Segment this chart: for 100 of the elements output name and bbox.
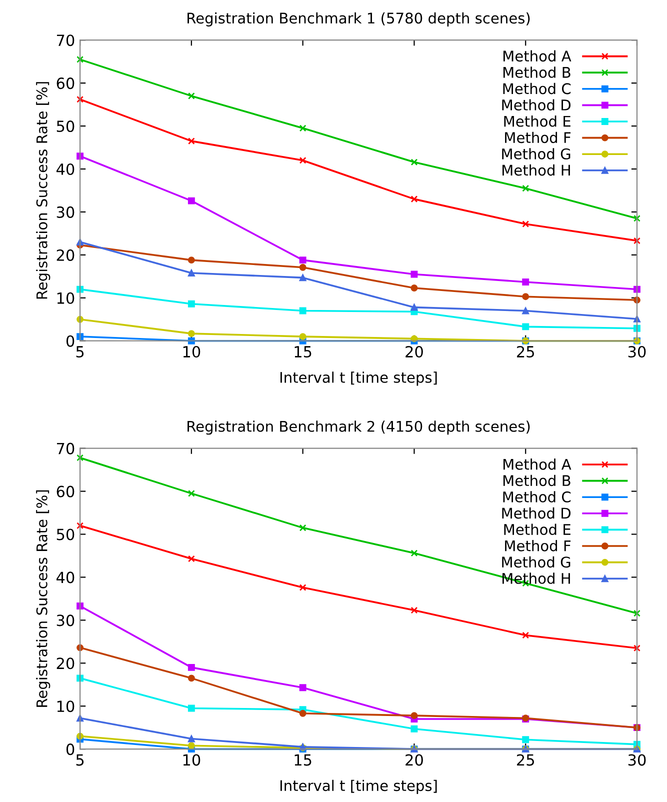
point — [76, 96, 84, 103]
point — [410, 196, 418, 203]
x-tick-label: 20 — [406, 346, 423, 358]
point — [410, 725, 418, 732]
point — [299, 524, 306, 532]
chart-title: Registration Benchmark 2 (4150 depth scenes) — [188, 420, 530, 435]
legend-label: Method F — [505, 132, 571, 144]
x-tick-label: 5 — [76, 754, 84, 766]
y-tick-label: 70 — [56, 34, 74, 46]
point — [76, 152, 84, 160]
point — [299, 264, 306, 271]
point — [188, 704, 195, 712]
point — [188, 330, 195, 338]
point — [634, 644, 640, 652]
point — [188, 92, 195, 100]
x-tick-label: 25 — [516, 346, 534, 358]
y-tick-label: 0 — [66, 335, 74, 347]
point — [188, 735, 195, 742]
y-tick-label: 60 — [56, 486, 74, 498]
point — [299, 584, 306, 591]
point — [299, 256, 306, 264]
point — [76, 674, 84, 682]
point — [76, 522, 84, 530]
y-tick-label: 20 — [56, 249, 74, 261]
legend-label: Method D — [502, 99, 570, 110]
y-tick-label: 30 — [56, 614, 74, 626]
point — [634, 237, 640, 244]
y-tick-label: 10 — [57, 700, 74, 712]
point — [522, 307, 530, 314]
point — [410, 304, 418, 311]
point — [76, 286, 84, 293]
point — [76, 602, 84, 610]
y-tick-label: 0 — [66, 744, 74, 756]
point — [410, 270, 418, 278]
chart-title: Registration Benchmark 1 (5780 depth scenes) — [188, 12, 530, 26]
point — [299, 710, 306, 717]
point — [188, 138, 195, 145]
point — [522, 293, 530, 300]
x-tick-label: 25 — [516, 754, 534, 766]
x-tick-label: 10 — [183, 754, 200, 766]
legend-label: Method G — [502, 556, 570, 568]
point — [299, 124, 306, 132]
legend-label: Method A — [503, 458, 572, 470]
y-tick-label: 50 — [56, 528, 74, 540]
legend-label: Method B — [503, 66, 570, 78]
point — [188, 674, 195, 682]
y-axis-title: Registration Success Rate [%] — [36, 490, 50, 707]
point — [410, 712, 418, 720]
point — [522, 736, 530, 744]
point — [188, 337, 195, 344]
point — [188, 742, 195, 750]
point — [299, 156, 306, 164]
legend-label: Method A — [503, 50, 572, 62]
x-axis-title: Interval t [time steps] — [280, 780, 437, 794]
point — [188, 300, 195, 308]
legend-label: Method B — [503, 474, 570, 486]
point — [634, 286, 640, 293]
y-axis-title: Registration Success Rate [%] — [36, 82, 50, 299]
point — [410, 606, 418, 614]
point — [299, 307, 306, 314]
y-tick-label: 70 — [56, 442, 74, 454]
point — [188, 197, 195, 204]
legend-label: Method E — [504, 116, 570, 127]
point — [76, 454, 84, 462]
x-tick-label: 15 — [294, 346, 312, 358]
x-tick-label: 15 — [294, 754, 312, 766]
point — [410, 550, 418, 557]
y-tick-label: 60 — [56, 78, 74, 90]
point — [76, 56, 84, 63]
y-tick-label: 20 — [56, 658, 74, 670]
point — [634, 610, 640, 617]
point — [410, 158, 418, 166]
x-axis-title: Interval t [time steps] — [280, 372, 437, 386]
point — [188, 256, 195, 264]
point — [522, 184, 530, 192]
point — [299, 274, 306, 282]
point — [522, 220, 530, 228]
y-tick-label: 40 — [56, 163, 74, 176]
point — [522, 278, 530, 286]
legend-label: Method F — [505, 540, 571, 552]
x-tick-label: 20 — [406, 754, 423, 766]
point — [410, 284, 418, 292]
x-tick-label: 30 — [628, 346, 646, 358]
point — [188, 555, 195, 562]
y-tick-label: 40 — [56, 572, 74, 584]
point — [188, 269, 195, 276]
point — [188, 664, 195, 671]
legend-label: Method G — [502, 148, 570, 160]
legend-label: Method E — [504, 524, 570, 536]
y-tick-label: 10 — [57, 292, 74, 304]
point — [188, 490, 195, 497]
y-tick-label: 30 — [56, 206, 74, 218]
point — [522, 632, 530, 639]
legend-label: Method C — [503, 82, 571, 94]
x-tick-label: 5 — [76, 346, 84, 358]
point — [522, 323, 530, 330]
y-tick-label: 50 — [56, 120, 74, 132]
legend-label: Method H — [502, 164, 570, 176]
x-tick-label: 30 — [628, 754, 646, 766]
legend-label: Method D — [502, 507, 570, 519]
